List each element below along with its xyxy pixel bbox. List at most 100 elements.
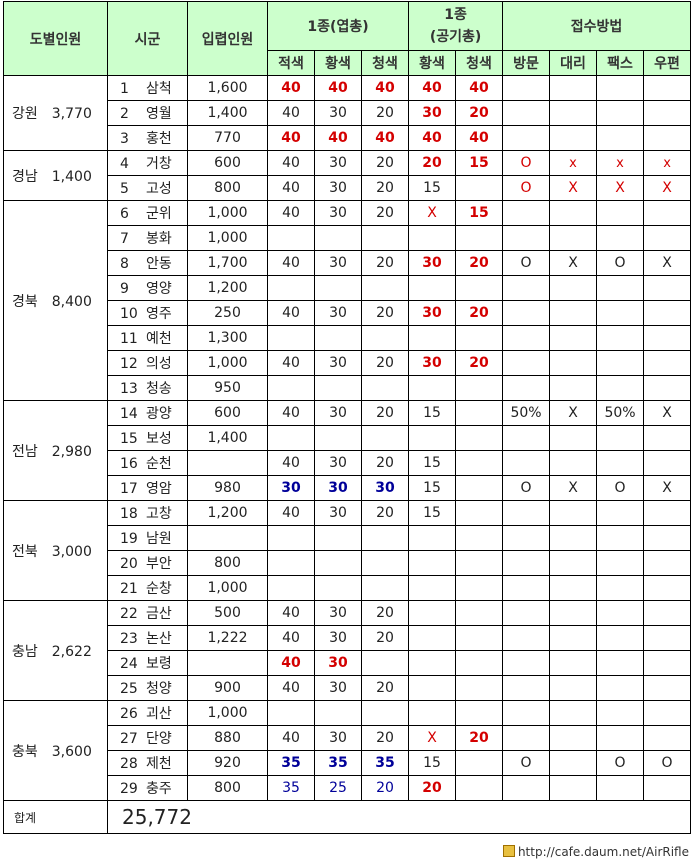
enrolled-cell: 1,300	[187, 325, 268, 351]
value-cell: 20	[360, 200, 410, 226]
value-cell	[408, 600, 457, 626]
value-cell	[314, 700, 362, 726]
city-name: 금산	[146, 606, 172, 622]
value-cell	[643, 125, 692, 151]
enrolled-cell: 800	[187, 175, 268, 201]
city-cell: 6 군위	[107, 200, 188, 226]
value-cell	[455, 700, 504, 726]
table-row: 27 단양 880 40 30 20 X 20	[4, 725, 692, 751]
table-row: 강원 3,770 1 삼척 1,600 40 40 40 40 40	[3, 75, 692, 151]
value-cell	[314, 575, 362, 601]
value-cell: 40	[455, 125, 504, 151]
value-cell: 30	[408, 100, 457, 126]
value-cell	[314, 550, 362, 576]
city-name: 영양	[146, 281, 172, 297]
value-cell: 15	[408, 400, 457, 426]
value-cell	[549, 125, 598, 151]
value-cell: 15	[455, 200, 504, 226]
value-cell: 40	[455, 75, 504, 101]
city-cell: 14 광양	[107, 400, 188, 426]
province-name: 충남	[12, 643, 38, 660]
value-cell: 30	[314, 500, 362, 526]
table-row: 8 안동 1,700 40 30 20 30 20 O X O X	[4, 250, 692, 276]
value-cell	[408, 550, 457, 576]
value-cell	[596, 375, 645, 401]
city-cell: 29 충주	[107, 775, 188, 801]
value-cell	[643, 200, 692, 226]
province-cell: 경남 1,400	[3, 150, 108, 201]
subheader-1: 황색	[314, 50, 362, 76]
value-cell	[643, 550, 692, 576]
value-cell	[643, 275, 692, 301]
city-name: 순창	[146, 581, 172, 597]
value-cell: 35	[267, 775, 315, 801]
city-number: 7	[120, 231, 129, 247]
value-cell: 40	[267, 300, 315, 326]
city-cell: 28 제천	[107, 750, 188, 776]
value-cell	[314, 425, 362, 451]
header-reception: 접수방법	[502, 1, 692, 51]
value-cell	[549, 75, 598, 101]
header-type1-airgun: 1종 (공기총)	[408, 1, 504, 51]
value-cell	[643, 500, 692, 526]
province-count: 3,000	[51, 543, 92, 560]
enrolled-cell: 1,222	[187, 625, 268, 651]
subheader-2: 청색	[360, 50, 410, 76]
value-cell: 40	[408, 75, 457, 101]
value-cell	[643, 625, 692, 651]
enrolled-cell: 1,600	[187, 75, 268, 101]
value-cell	[267, 375, 315, 401]
value-cell: 20	[360, 300, 410, 326]
value-cell: 30	[314, 175, 362, 201]
value-cell	[502, 725, 551, 751]
city-number: 22	[120, 606, 138, 622]
table-row: 16 순천 40 30 20 15	[4, 450, 692, 476]
value-cell: X	[408, 725, 457, 751]
value-cell	[596, 700, 645, 726]
value-cell	[596, 550, 645, 576]
value-cell: O	[502, 475, 551, 501]
table-row: 7 봉화 1,000	[4, 225, 692, 251]
city-cell: 21 순창	[107, 575, 188, 601]
value-cell	[314, 525, 362, 551]
city-cell: 1 삼척	[107, 75, 188, 101]
enrolled-cell: 1,400	[187, 425, 268, 451]
value-cell	[502, 600, 551, 626]
value-cell: 30	[408, 350, 457, 376]
value-cell	[314, 375, 362, 401]
page-icon	[502, 845, 515, 857]
total-value: 25,772	[106, 800, 692, 834]
source-link-text[interactable]: http://cafe.daum.net/AirRifle	[517, 845, 689, 859]
enrolled-cell: 1,000	[187, 700, 268, 726]
value-cell	[549, 650, 598, 676]
city-cell: 7 봉화	[107, 225, 188, 251]
source-link[interactable]: http://cafe.daum.net/AirRifle	[502, 845, 689, 859]
value-cell	[596, 100, 645, 126]
city-number: 15	[120, 431, 138, 447]
city-number: 4	[120, 156, 129, 172]
table-row: 10 영주 250 40 30 20 30 20	[4, 300, 692, 326]
header-type1-shotgun: 1종(엽총)	[266, 1, 410, 51]
subheader-3: 황색	[408, 50, 457, 76]
value-cell	[455, 650, 504, 676]
value-cell	[596, 350, 645, 376]
value-cell	[643, 525, 692, 551]
enrolled-cell: 920	[187, 750, 268, 776]
value-cell	[502, 225, 551, 251]
province-name: 충북	[12, 743, 38, 760]
city-name: 봉화	[146, 231, 172, 247]
value-cell: 30	[408, 250, 457, 276]
value-cell: 20	[455, 350, 504, 376]
value-cell	[643, 325, 692, 351]
value-cell: O	[502, 750, 551, 776]
table-row: 21 순창 1,000	[4, 575, 692, 601]
value-cell	[502, 550, 551, 576]
value-cell	[314, 275, 362, 301]
value-cell: 35	[360, 750, 410, 776]
table-row: 9 영양 1,200	[4, 275, 692, 301]
header-city: 시군	[107, 1, 188, 76]
value-cell: 30	[314, 300, 362, 326]
value-cell	[596, 525, 645, 551]
table-row: 17 영암 980 30 30 30 15 O X O X	[4, 475, 692, 501]
